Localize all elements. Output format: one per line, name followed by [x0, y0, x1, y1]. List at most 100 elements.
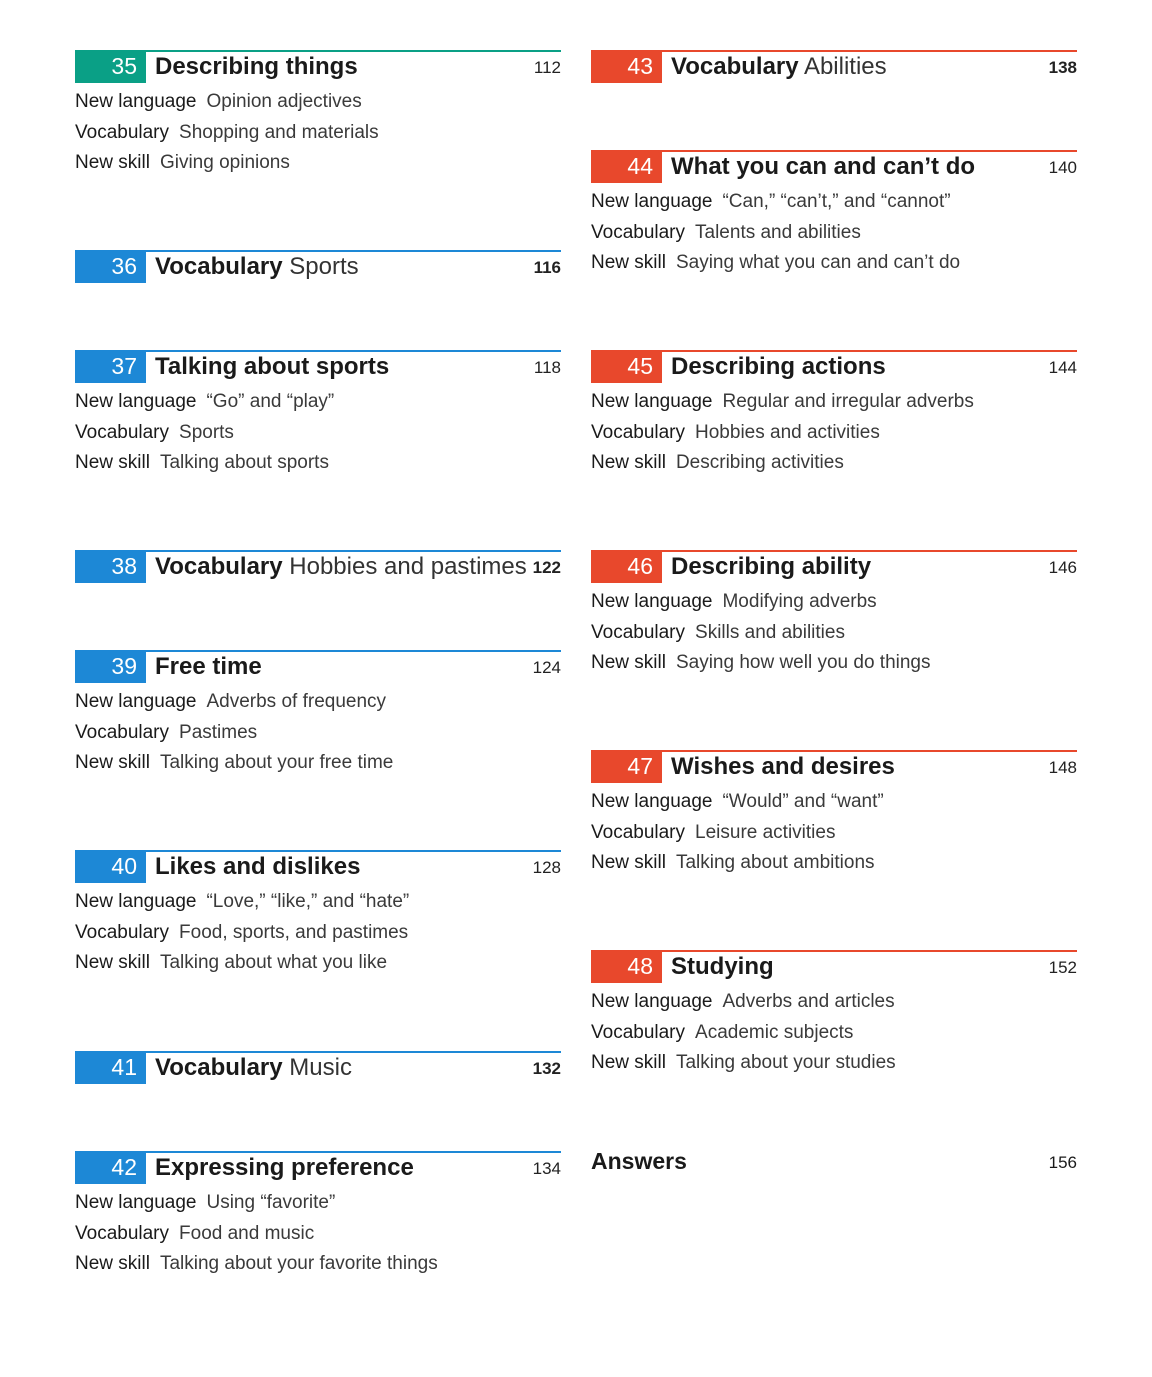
unit-header: 48 Studying 152 — [591, 950, 1077, 984]
new-skill-row: New skill Talking about your free time — [75, 752, 394, 773]
unit-number: 40 — [75, 850, 146, 883]
unit-header: 43 Vocabulary Abilities 138 — [591, 50, 1077, 84]
unit-title[interactable]: Talking about sports — [155, 353, 390, 380]
unit-number: 41 — [75, 1051, 146, 1084]
unit-48[interactable]: 48 Studying 152 New language Adverbs and … — [591, 950, 1077, 1079]
unit-39[interactable]: 39 Free time 124 New language Adverbs of … — [75, 650, 561, 779]
header-rule — [75, 50, 561, 52]
answers-page-number[interactable]: 156 — [1048, 1153, 1077, 1172]
page-number[interactable]: 134 — [532, 1159, 561, 1178]
header-rule — [75, 550, 561, 552]
vocabulary-row: Vocabulary Sports — [75, 421, 234, 443]
unit-header: 35 Describing things 112 — [75, 50, 561, 84]
new-language-row: New language “Would” and “want” — [591, 791, 884, 812]
unit-36[interactable]: 36 Vocabulary Sports 116 — [75, 250, 561, 284]
header-rule — [75, 1051, 561, 1053]
unit-header: 45 Describing actions 144 — [591, 350, 1077, 384]
unit-number: 46 — [591, 550, 662, 583]
new-skill-row: New skill Giving opinions — [75, 152, 290, 173]
unit-number: 48 — [591, 950, 662, 983]
new-language-row: New language Adverbs of frequency — [75, 691, 387, 712]
page-number[interactable]: 138 — [1048, 58, 1077, 77]
new-skill-row: New skill Talking about your favorite thi… — [75, 1253, 438, 1274]
unit-title[interactable]: Describing ability — [671, 553, 872, 580]
unit-header: 46 Describing ability 146 — [591, 550, 1077, 584]
new-language-row: New language Modifying adverbs — [591, 591, 877, 612]
answers-title[interactable]: Answers — [591, 1148, 687, 1174]
unit-header: 42 Expressing preference 134 — [75, 1151, 561, 1185]
unit-number: 42 — [75, 1151, 146, 1184]
new-language-row: New language Regular and irregular adverb… — [591, 391, 974, 412]
page-number[interactable]: 144 — [1048, 358, 1077, 377]
new-skill-row: New skill Talking about sports — [75, 452, 329, 473]
unit-title[interactable]: Vocabulary Hobbies and pastimes — [155, 553, 527, 580]
new-skill-row: New skill Saying what you can and can’t d… — [591, 252, 961, 273]
header-rule — [591, 550, 1077, 552]
header-rule — [75, 650, 561, 652]
page-number[interactable]: 116 — [533, 258, 561, 277]
new-skill-row: New skill Talking about what you like — [75, 952, 388, 973]
answers-entry[interactable]: Answers 156 — [591, 1148, 1077, 1178]
unit-44[interactable]: 44 What you can and can’t do 140 New lan… — [591, 150, 1077, 279]
unit-title[interactable]: Describing things — [155, 53, 358, 80]
unit-title[interactable]: Vocabulary Abilities — [671, 53, 887, 80]
page-number[interactable]: 132 — [532, 1059, 561, 1078]
vocabulary-row: Vocabulary Talents and abilities — [591, 221, 861, 243]
page-number[interactable]: 128 — [532, 858, 561, 877]
new-language-row: New language “Love,” “like,” and “hate” — [75, 891, 410, 912]
vocabulary-row: Vocabulary Hobbies and activities — [591, 421, 880, 443]
new-skill-row: New skill Talking about ambitions — [591, 852, 875, 873]
unit-header: 36 Vocabulary Sports 116 — [75, 250, 561, 284]
page-number[interactable]: 118 — [533, 358, 561, 377]
page-number[interactable]: 140 — [1048, 158, 1077, 177]
page-number[interactable]: 122 — [532, 558, 561, 577]
unit-35[interactable]: 35 Describing things 112 New language Opi… — [75, 50, 561, 179]
unit-title[interactable]: Describing actions — [671, 353, 886, 380]
unit-46[interactable]: 46 Describing ability 146 New language Mo… — [591, 550, 1077, 679]
header-rule — [591, 350, 1077, 352]
new-language-row: New language “Go” and “play” — [75, 391, 335, 412]
new-skill-row: New skill Saying how well you do things — [591, 652, 931, 673]
vocabulary-row: Vocabulary Food, sports, and pastimes — [75, 921, 409, 943]
unit-37[interactable]: 37 Talking about sports 118 New language… — [75, 350, 561, 479]
unit-41[interactable]: 41 Vocabulary Music 132 — [75, 1051, 561, 1085]
unit-header: 47 Wishes and desires 148 — [591, 750, 1077, 784]
vocabulary-row: Vocabulary Shopping and materials — [75, 121, 379, 143]
page-number[interactable]: 124 — [532, 658, 561, 677]
page-number[interactable]: 112 — [533, 58, 561, 77]
unit-title[interactable]: Studying — [671, 953, 774, 980]
unit-42[interactable]: 42 Expressing preference 134 New languag… — [75, 1151, 561, 1280]
header-rule — [591, 950, 1077, 952]
unit-header: 41 Vocabulary Music 132 — [75, 1051, 561, 1085]
page-number[interactable]: 152 — [1048, 958, 1077, 977]
unit-47[interactable]: 47 Wishes and desires 148 New language “W… — [591, 750, 1077, 879]
page-number[interactable]: 146 — [1048, 558, 1077, 577]
unit-number: 36 — [75, 250, 146, 283]
unit-number: 43 — [591, 50, 662, 83]
page-number[interactable]: 148 — [1048, 758, 1077, 777]
unit-title[interactable]: Vocabulary Music — [155, 1054, 352, 1081]
vocabulary-row: Vocabulary Academic subjects — [591, 1021, 854, 1043]
new-language-row: New language “Can,” “can’t,” and “cannot” — [591, 191, 951, 212]
header-rule — [591, 750, 1077, 752]
unit-38[interactable]: 38 Vocabulary Hobbies and pastimes 122 — [75, 550, 561, 584]
unit-header: 44 What you can and can’t do 140 — [591, 150, 1077, 184]
unit-title[interactable]: What you can and can’t do — [671, 153, 976, 180]
header-rule — [75, 250, 561, 252]
unit-40[interactable]: 40 Likes and dislikes 128 New language “L… — [75, 850, 561, 979]
new-skill-row: New skill Talking about your studies — [591, 1052, 896, 1073]
unit-header: 40 Likes and dislikes 128 — [75, 850, 561, 884]
vocabulary-row: Vocabulary Leisure activities — [591, 821, 836, 843]
unit-title[interactable]: Likes and dislikes — [155, 853, 361, 880]
unit-title[interactable]: Expressing preference — [155, 1154, 414, 1181]
unit-title[interactable]: Wishes and desires — [671, 753, 895, 780]
new-language-row: New language Adverbs and articles — [591, 991, 895, 1012]
header-rule — [591, 150, 1077, 152]
unit-45[interactable]: 45 Describing actions 144 New language Re… — [591, 350, 1077, 479]
new-language-row: New language Using “favorite” — [75, 1192, 336, 1213]
unit-title[interactable]: Free time — [155, 653, 262, 680]
vocabulary-row: Vocabulary Food and music — [75, 1222, 315, 1244]
unit-title[interactable]: Vocabulary Sports — [155, 253, 359, 280]
unit-43[interactable]: 43 Vocabulary Abilities 138 — [591, 50, 1077, 84]
unit-number: 37 — [75, 350, 146, 383]
